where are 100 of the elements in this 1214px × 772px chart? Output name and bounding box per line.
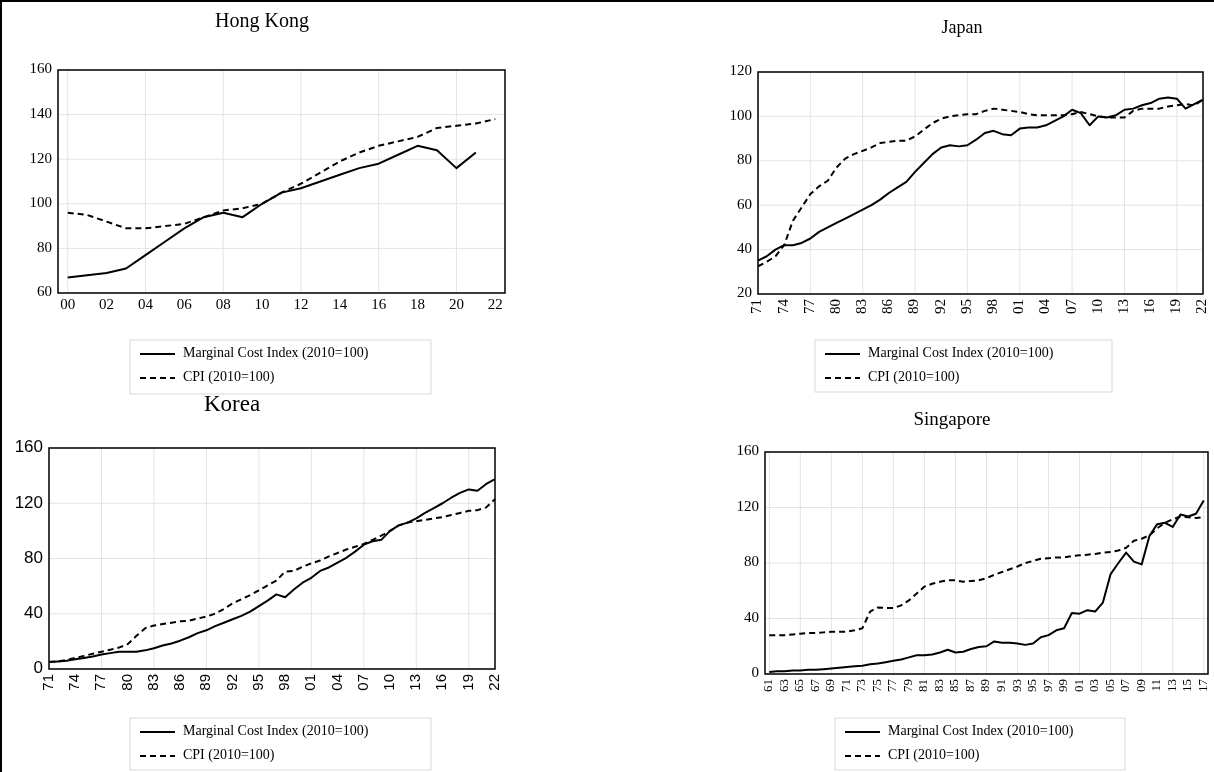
x-tick-label: 22: [484, 674, 502, 691]
x-tick-label: 74: [774, 298, 791, 314]
x-tick-label: 95: [957, 299, 974, 314]
x-tick-label: 83: [853, 299, 870, 314]
x-tick-label: 89: [196, 674, 214, 691]
y-tick-label: 0: [751, 664, 759, 681]
y-tick-label: 60: [37, 283, 52, 300]
legend-label: CPI (2010=100): [183, 747, 275, 764]
x-tick-label: 83: [143, 674, 161, 691]
x-tick-label: 80: [117, 674, 135, 691]
x-tick-label: 75: [868, 679, 884, 692]
legend-label: CPI (2010=100): [888, 747, 980, 764]
x-tick-label: 74: [65, 674, 83, 691]
x-tick-label: 63: [775, 679, 791, 692]
x-tick-label: 97: [1039, 678, 1055, 692]
y-tick-label: 40: [737, 240, 752, 257]
x-tick-label: 77: [800, 298, 817, 314]
x-tick-label: 15: [1179, 679, 1195, 692]
x-tick-label: 04: [1036, 298, 1053, 314]
x-tick-label: 92: [222, 674, 240, 691]
x-tick-label: 22: [487, 296, 503, 313]
x-tick-label: 87: [961, 678, 977, 692]
x-tick-label: 12: [293, 296, 309, 313]
x-tick-label: 05: [1101, 679, 1117, 692]
x-tick-label: 22: [1193, 299, 1210, 314]
x-tick-label: 07: [1117, 678, 1133, 692]
x-tick-label: 13: [406, 674, 424, 691]
x-tick-label: 86: [170, 674, 188, 691]
x-tick-label: 01: [1010, 299, 1027, 314]
x-tick-label: 83: [930, 679, 946, 692]
x-tick-label: 13: [1163, 679, 1179, 692]
x-tick-label: 86: [879, 298, 896, 314]
chart-title: Japan: [941, 17, 983, 37]
x-tick-label: 06: [176, 296, 193, 313]
x-tick-label: 95: [1024, 679, 1040, 692]
x-tick-label: 13: [1114, 299, 1131, 314]
x-tick-label: 11: [1148, 679, 1164, 692]
x-tick-label: 17: [1194, 678, 1210, 692]
x-tick-label: 77: [884, 678, 900, 692]
y-tick-label: 100: [29, 194, 52, 211]
x-tick-label: 16: [1141, 298, 1158, 314]
y-tick-label: 120: [736, 497, 759, 514]
x-tick-label: 04: [327, 674, 345, 691]
x-tick-label: 65: [791, 679, 807, 692]
y-tick-label: 80: [737, 151, 752, 168]
x-tick-label: 98: [275, 674, 293, 691]
y-tick-label: 80: [24, 547, 43, 567]
x-tick-label: 20: [448, 296, 464, 313]
x-tick-label: 89: [977, 679, 993, 692]
x-tick-label: 01: [1070, 679, 1086, 692]
legend-label: CPI (2010=100): [868, 369, 960, 386]
x-tick-label: 61: [760, 679, 776, 692]
chart-title: Singapore: [913, 408, 991, 429]
legend-label: Marginal Cost Index (2010=100): [888, 723, 1074, 740]
y-tick-label: 160: [29, 60, 52, 77]
x-tick-label: 80: [826, 299, 843, 314]
x-tick-label: 79: [899, 679, 915, 692]
x-tick-label: 16: [432, 674, 450, 691]
legend-label: Marginal Cost Index (2010=100): [183, 345, 369, 362]
x-tick-label: 19: [1167, 299, 1184, 314]
x-tick-label: 92: [931, 299, 948, 314]
y-tick-label: 160: [736, 442, 759, 459]
x-tick-label: 71: [748, 299, 765, 314]
x-tick-label: 18: [410, 296, 426, 313]
x-tick-label: 14: [332, 296, 348, 313]
x-tick-label: 00: [60, 296, 76, 313]
chart-title: Korea: [203, 391, 261, 416]
x-tick-label: 73: [853, 679, 869, 692]
x-tick-label: 71: [837, 679, 853, 692]
y-tick-label: 100: [729, 106, 752, 123]
y-tick-label: 160: [14, 437, 43, 457]
x-tick-label: 04: [137, 296, 154, 313]
x-tick-label: 03: [1086, 679, 1102, 692]
legend-label: Marginal Cost Index (2010=100): [183, 723, 369, 740]
y-tick-label: 40: [24, 603, 43, 623]
y-tick-label: 20: [737, 284, 752, 301]
x-tick-label: 10: [1088, 299, 1105, 314]
y-tick-label: 120: [729, 62, 752, 79]
x-tick-label: 89: [905, 299, 922, 314]
x-tick-label: 16: [371, 296, 387, 313]
x-tick-label: 85: [946, 679, 962, 692]
x-tick-label: 09: [1132, 679, 1148, 692]
x-tick-label: 08: [215, 296, 231, 313]
y-tick-label: 80: [744, 553, 759, 570]
x-tick-label: 01: [301, 674, 319, 691]
y-tick-label: 140: [29, 105, 52, 122]
x-tick-label: 98: [984, 299, 1001, 314]
x-tick-label: 67: [806, 678, 822, 692]
x-tick-label: 93: [1008, 679, 1024, 692]
x-tick-label: 10: [254, 296, 270, 313]
x-tick-label: 91: [993, 679, 1008, 692]
x-tick-label: 81: [915, 679, 931, 692]
x-tick-label: 77: [91, 674, 109, 691]
x-tick-label: 19: [458, 674, 476, 691]
y-tick-label: 40: [744, 608, 759, 625]
y-tick-label: 120: [29, 149, 52, 166]
x-tick-label: 07: [353, 674, 371, 691]
x-tick-label: 99: [1055, 679, 1071, 692]
x-tick-label: 07: [1062, 298, 1079, 314]
x-tick-label: 02: [99, 296, 115, 313]
